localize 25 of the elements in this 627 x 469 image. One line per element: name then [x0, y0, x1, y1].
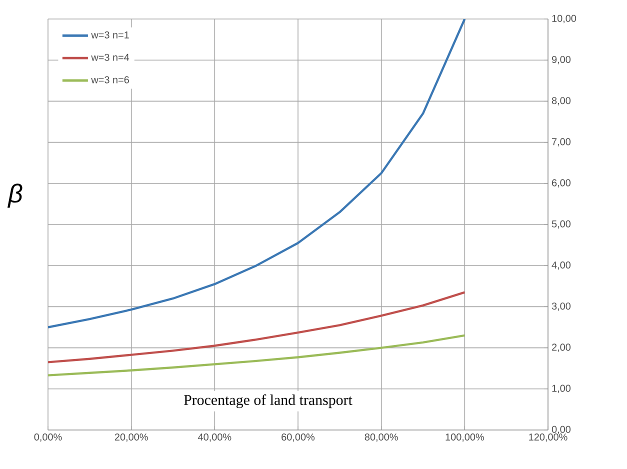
legend-label: w=3 n=4: [91, 54, 130, 61]
y-tick-label: 0,00: [552, 426, 571, 434]
y-tick-label: 9,00: [552, 56, 571, 64]
line-series: [48, 291, 466, 364]
x-tick-label: 0,00%: [34, 434, 62, 442]
y-tick-label: 10,00: [552, 14, 576, 24]
y-tick-label: 3,00: [552, 302, 571, 311]
x-tick-label: 60,00%: [282, 434, 315, 442]
x-axis-title: Procentage of land transport: [184, 394, 352, 408]
x-tick-label: 100,00%: [446, 434, 484, 442]
y-tick-label: 4,00: [552, 261, 571, 270]
y-tick-label: 5,00: [552, 220, 571, 229]
legend-label: w=3 n=6: [91, 76, 129, 84]
line-series: [48, 18, 466, 328]
legend-label: w=3 n=1: [91, 31, 129, 38]
y-tick-label: 6,00: [552, 179, 571, 188]
x-tick-label: 40,00%: [198, 434, 232, 442]
y-tick-label: 2,00: [552, 344, 571, 352]
y-tick-label: 7,00: [552, 138, 571, 146]
y-tick-label: 1,00: [552, 384, 571, 394]
x-tick-label: 80,00%: [364, 434, 398, 442]
x-tick-label: 20,00%: [114, 434, 148, 442]
y-tick-label: 8,00: [552, 97, 571, 106]
y-axis-title: β: [7, 184, 22, 208]
x-tick-label: 120,00%: [529, 434, 568, 442]
